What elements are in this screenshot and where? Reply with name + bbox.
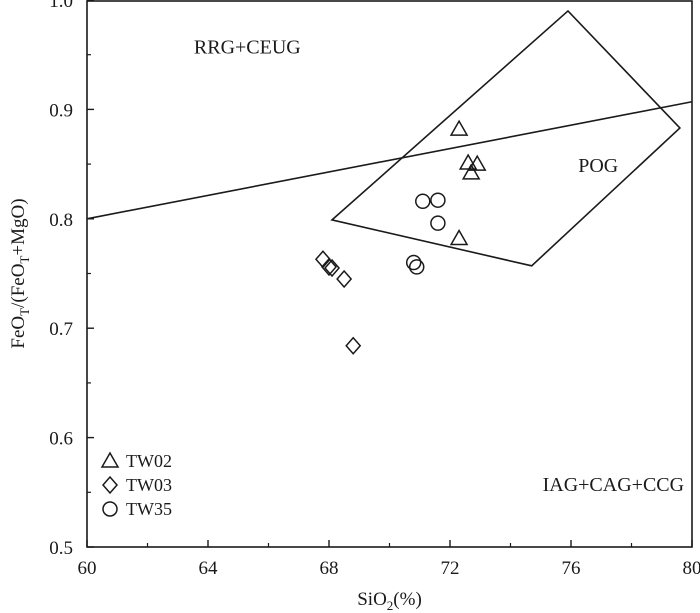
x-tick-label: 76 — [562, 558, 581, 579]
tw02-point — [461, 163, 481, 180]
x-tick-label: 64 — [199, 558, 219, 579]
x-tick-label: 68 — [320, 558, 339, 579]
pog-field — [330, 9, 682, 267]
axes: 60 64 68 72 76 80 0.5 0.6 0.7 0.8 0.9 1.0 — [49, 0, 700, 579]
tw02-point — [449, 228, 469, 246]
y-tick-label: 0.6 — [49, 429, 73, 450]
tw35-point — [415, 193, 431, 210]
tw03-point — [345, 336, 362, 355]
legend-marker-tw35 — [102, 501, 118, 517]
tw35-point — [430, 215, 446, 231]
tw03-point — [336, 269, 353, 289]
x-axis-title: SiO2(%) — [357, 589, 422, 613]
plot-frame — [86, 0, 693, 548]
x-tick-label: 72 — [441, 558, 460, 579]
field-label-rrg-ceug: RRG+CEUG — [194, 37, 301, 59]
field-label-pog: POG — [578, 155, 618, 177]
tw35-point — [408, 259, 425, 275]
legend-label-tw35: TW35 — [126, 499, 172, 519]
field-geometry — [86, 9, 693, 267]
field-label-iag-cag-ccg: IAG+CAG+CCG — [543, 474, 684, 496]
discrimination-line — [86, 100, 693, 220]
legend-marker-tw02 — [100, 451, 120, 468]
y-tick-label: 0.7 — [49, 319, 73, 340]
labels: SiO2(%) FeOT/(FeOT+MgO) RRG+CEUG POG IAG+CAG… — [8, 37, 684, 613]
x-tick-label: 80 — [683, 558, 700, 579]
y-axis-title: FeOT/(FeOT+MgO) — [8, 198, 32, 348]
data-points — [314, 119, 487, 355]
y-tick-label: 0.9 — [49, 100, 73, 121]
legend-label-tw02: TW02 — [126, 451, 172, 471]
legend-marker-tw03 — [102, 475, 118, 495]
y-tick-label: 0.8 — [49, 210, 73, 231]
tw03-point — [321, 257, 337, 277]
y-tick-label: 1.0 — [49, 0, 73, 12]
tw35-point — [405, 254, 422, 271]
tw02-point — [467, 154, 487, 171]
tw35-point — [430, 192, 446, 208]
legend: TW02 TW03 TW35 — [100, 451, 172, 519]
tw03-point — [324, 258, 341, 278]
legend-label-tw03: TW03 — [126, 475, 172, 495]
x-tick-label: 60 — [78, 558, 97, 579]
y-tick-label: 0.5 — [49, 538, 73, 559]
tw02-point — [449, 119, 469, 136]
